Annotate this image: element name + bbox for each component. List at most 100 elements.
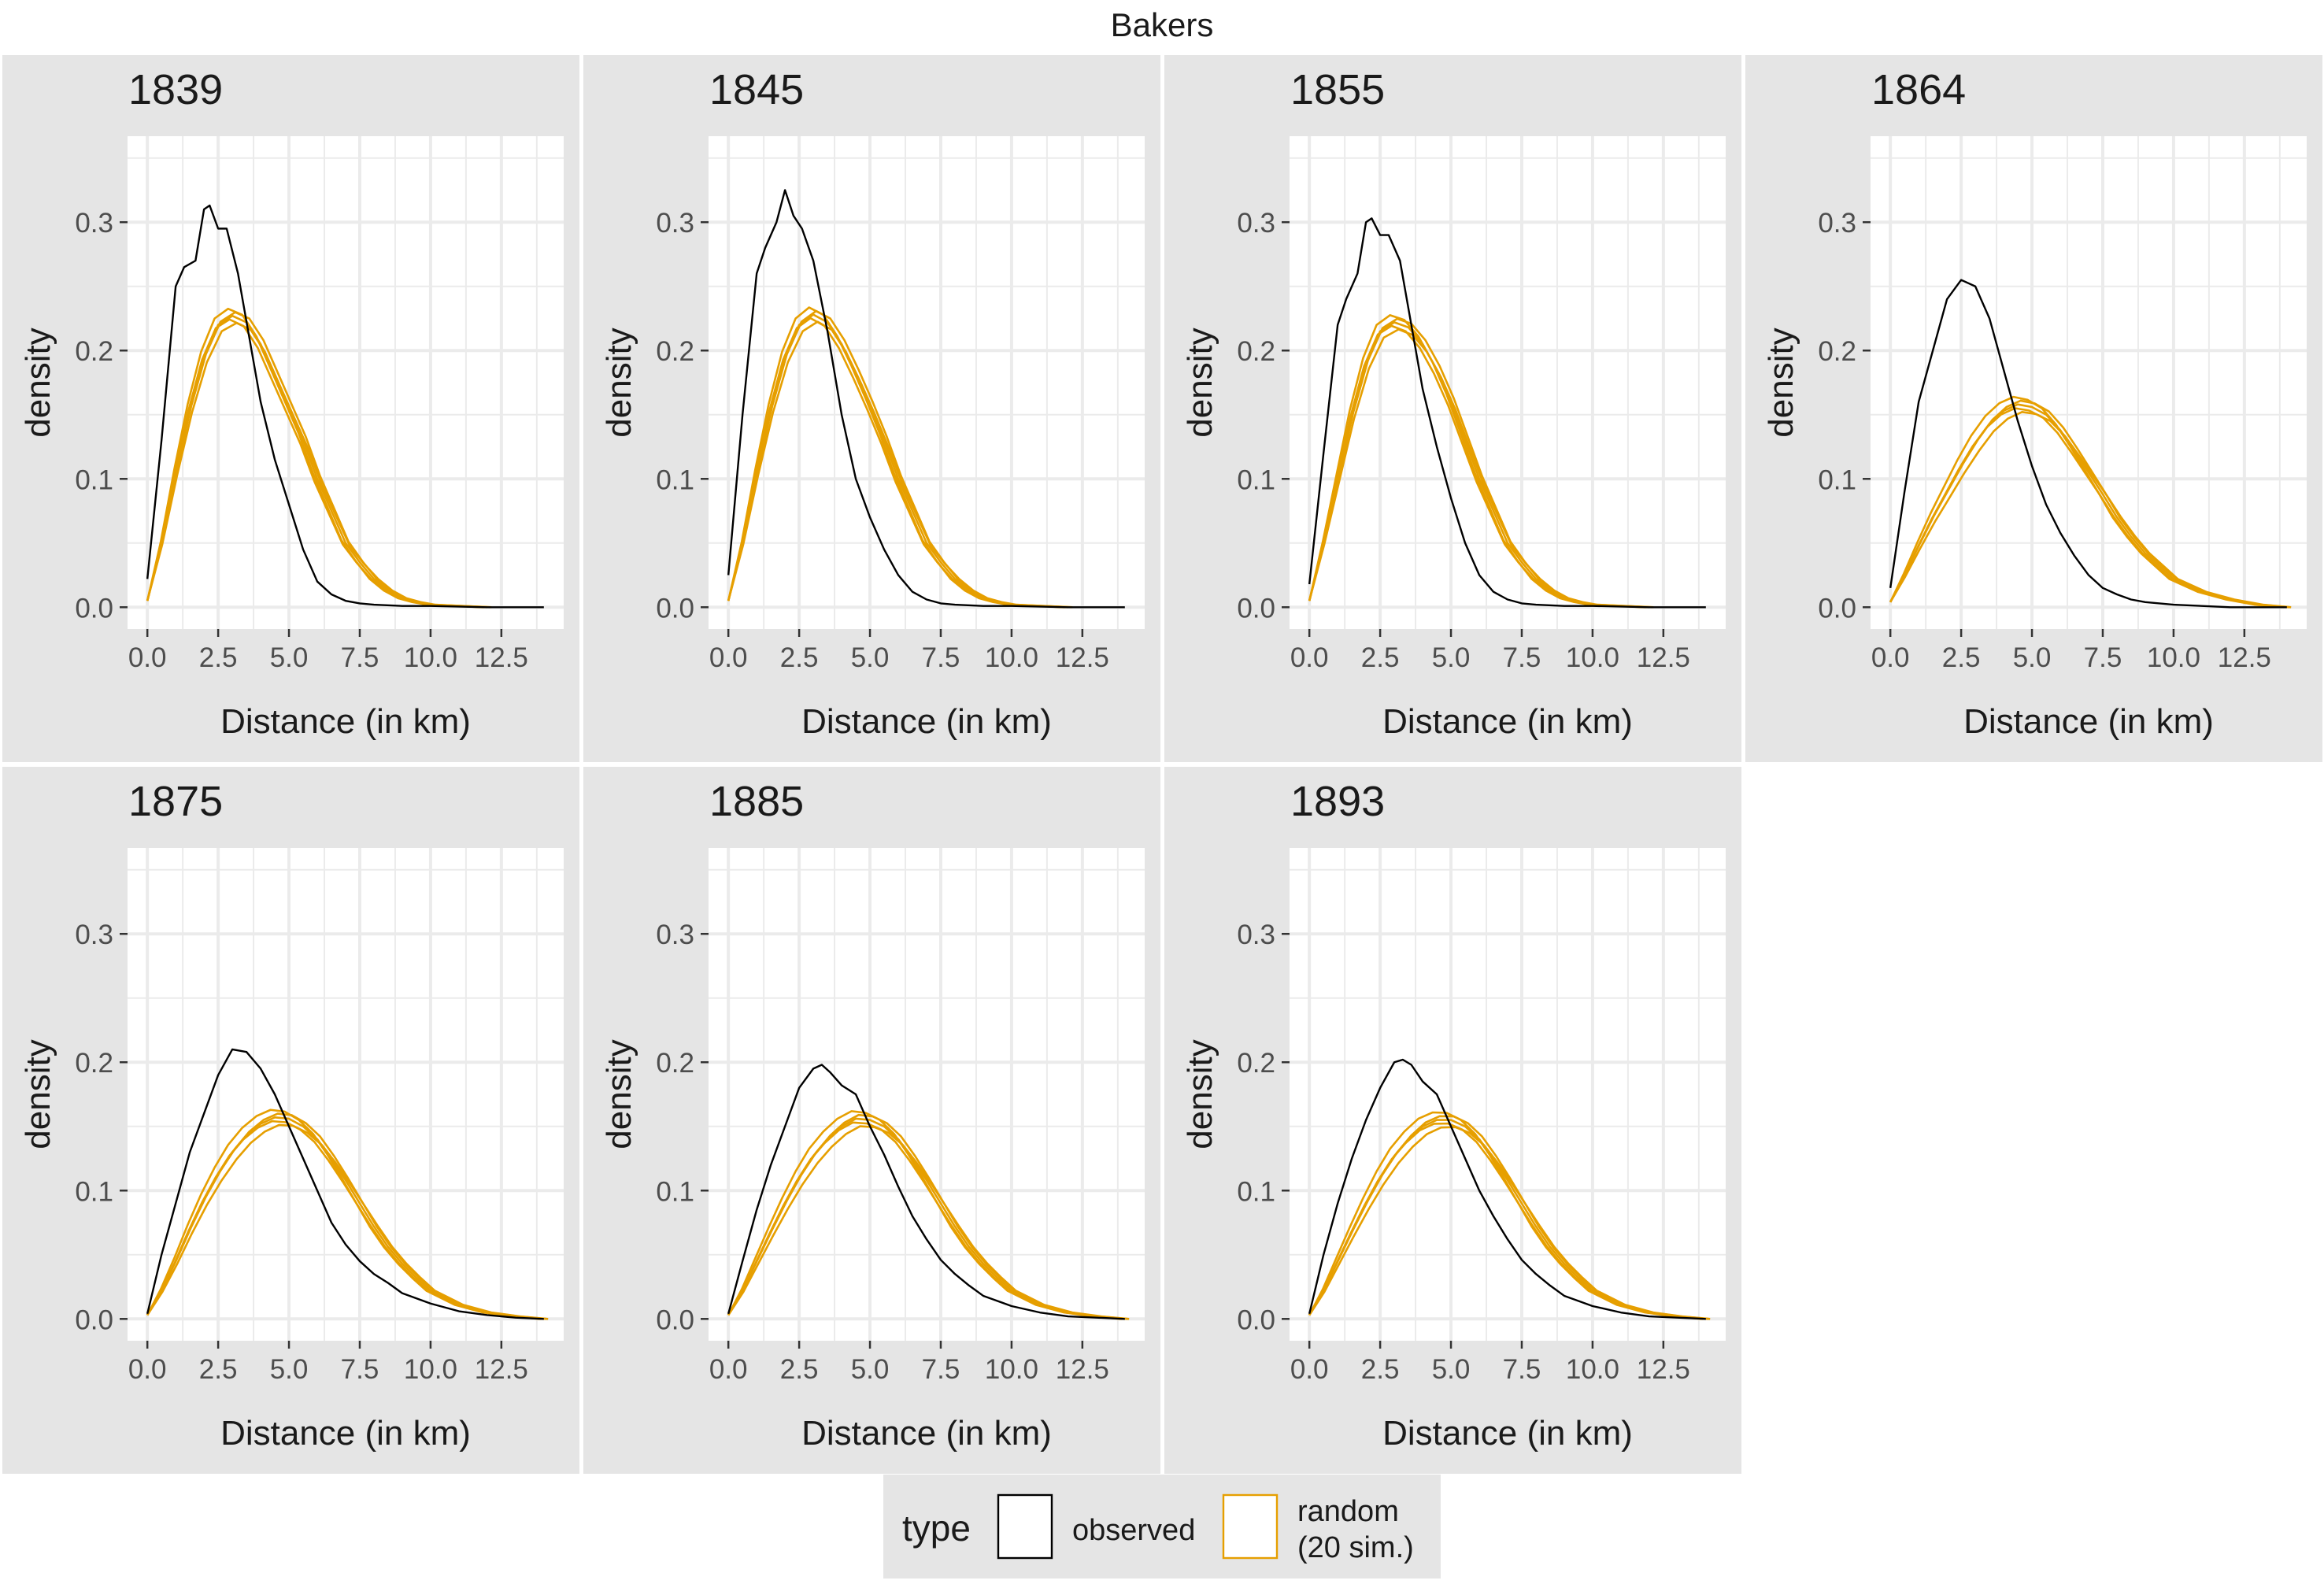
- y-axis-title: density: [600, 328, 638, 437]
- y-tick-label: 0.3: [75, 920, 113, 950]
- x-tick-label: 10.0: [1566, 1354, 1619, 1385]
- y-tick-label: 0.0: [1237, 1305, 1275, 1335]
- legend-title: type: [902, 1508, 971, 1549]
- x-tick-label: 2.5: [1361, 1354, 1400, 1385]
- y-axis-title: density: [600, 1039, 638, 1149]
- x-tick-label: 10.0: [404, 642, 457, 673]
- legend-key-observed: [997, 1493, 1053, 1560]
- y-tick-label: 0.3: [1237, 920, 1275, 950]
- x-tick-label: 2.5: [1361, 642, 1400, 673]
- legend-background: [883, 1475, 1441, 1578]
- x-tick-label: 12.5: [475, 1354, 528, 1385]
- y-tick-label: 0.0: [1237, 593, 1275, 624]
- x-tick-label: 0.0: [1290, 642, 1329, 673]
- random-density-line: [146, 311, 490, 609]
- panel-1839: 1839 0.0 0.1 0.2 0.3 0.0 2.5 5.0 7.5 10.0 12.5Dist…: [2, 55, 579, 762]
- y-tick-label: 0.0: [656, 593, 694, 624]
- x-tick-label: 7.5: [2084, 642, 2122, 673]
- x-axis-title: Distance (in km): [801, 702, 1052, 741]
- plot-area: [1290, 136, 1726, 629]
- x-tick-label: 5.0: [2013, 642, 2052, 673]
- random-density-line: [1308, 1115, 1709, 1320]
- legend-key-random: [1222, 1493, 1279, 1560]
- random-density-line: [727, 309, 1071, 609]
- y-tick-label: 0.2: [656, 336, 694, 367]
- panel-year-label: 1864: [1871, 66, 1966, 113]
- x-tick-label: 5.0: [851, 1354, 890, 1385]
- x-tick-label: 0.0: [1871, 642, 1910, 673]
- x-tick-label: 0.0: [128, 1354, 167, 1385]
- x-tick-label: 12.5: [2218, 642, 2271, 673]
- x-tick-label: 5.0: [1432, 642, 1471, 673]
- random-density-line: [1889, 395, 2283, 609]
- panel-year-label: 1893: [1290, 778, 1385, 825]
- x-tick-label: 7.5: [1503, 1354, 1541, 1385]
- panel-1885: 1885 0.0 0.1 0.2 0.3 0.0 2.5 5.0 7.5 10.0 12.5Dist…: [583, 767, 1160, 1474]
- x-axis-title: Distance (in km): [220, 1414, 471, 1453]
- panel-year-label: 1885: [709, 778, 804, 825]
- y-tick-label: 0.1: [656, 464, 694, 495]
- x-tick-label: 5.0: [1432, 1354, 1471, 1385]
- y-tick-label: 0.2: [1237, 336, 1275, 367]
- y-tick-label: 0.0: [1818, 593, 1856, 624]
- panel-1845: 1845 0.0 0.1 0.2 0.3 0.0 2.5 5.0 7.5 10.0 12.5Dist…: [583, 55, 1160, 762]
- y-tick-label: 0.3: [1818, 208, 1856, 239]
- y-tick-label: 0.2: [1237, 1048, 1275, 1079]
- x-tick-label: 10.0: [1566, 642, 1619, 673]
- plot-area: [1871, 136, 2307, 629]
- random-density-line: [727, 1110, 1121, 1320]
- random-density-line: [1889, 399, 2290, 609]
- x-tick-label: 12.5: [1637, 642, 1690, 673]
- observed-density-line: [1889, 279, 2287, 609]
- observed-density-line: [727, 1064, 1125, 1320]
- plot-area: [128, 848, 564, 1341]
- x-tick-label: 0.0: [709, 642, 748, 673]
- y-tick-label: 0.2: [1818, 336, 1856, 367]
- y-tick-label: 0.3: [75, 208, 113, 239]
- panel-year-label: 1845: [709, 66, 804, 113]
- plot-area: [1290, 848, 1726, 1341]
- panel-year-label: 1855: [1290, 66, 1385, 113]
- y-tick-label: 0.0: [75, 593, 113, 624]
- x-tick-label: 5.0: [270, 642, 309, 673]
- x-tick-label: 10.0: [985, 1354, 1038, 1385]
- x-tick-label: 5.0: [851, 642, 890, 673]
- x-tick-label: 10.0: [2147, 642, 2200, 673]
- y-axis-title: density: [1762, 328, 1800, 437]
- panel-1875: 1875 0.0 0.1 0.2 0.3 0.0 2.5 5.0 7.5 10.0 12.5Dist…: [2, 767, 579, 1474]
- panel-1855: 1855 0.0 0.1 0.2 0.3 0.0 2.5 5.0 7.5 10.0 12.5Dist…: [1164, 55, 1741, 762]
- chart-title: Bakers: [1111, 6, 1214, 43]
- random-density-line: [1308, 1111, 1702, 1320]
- x-tick-label: 7.5: [922, 1354, 960, 1385]
- x-tick-label: 12.5: [1056, 642, 1109, 673]
- observed-density-line: [146, 1048, 544, 1320]
- observed-density-line: [1308, 1058, 1706, 1320]
- x-tick-label: 7.5: [341, 642, 379, 673]
- x-tick-label: 12.5: [1056, 1354, 1109, 1385]
- y-tick-label: 0.1: [1237, 1176, 1275, 1207]
- y-axis-title: density: [19, 1039, 57, 1149]
- y-tick-label: 0.0: [75, 1305, 113, 1335]
- x-axis-title: Distance (in km): [801, 1414, 1052, 1453]
- x-tick-label: 7.5: [341, 1354, 379, 1385]
- x-tick-label: 0.0: [1290, 1354, 1329, 1385]
- panel-1864: 1864 0.0 0.1 0.2 0.3 0.0 2.5 5.0 7.5 10.0 12.5Dist…: [1745, 55, 2322, 762]
- y-tick-label: 0.1: [75, 464, 113, 495]
- x-tick-label: 10.0: [985, 642, 1038, 673]
- x-tick-label: 2.5: [199, 1354, 238, 1385]
- random-density-line: [727, 1113, 1128, 1320]
- panel-1893: 1893 0.0 0.1 0.2 0.3 0.0 2.5 5.0 7.5 10.0 12.5Dist…: [1164, 767, 1741, 1474]
- y-tick-label: 0.0: [656, 1305, 694, 1335]
- x-axis-title: Distance (in km): [1963, 702, 2214, 741]
- panel-year-label: 1839: [128, 66, 223, 113]
- y-tick-label: 0.3: [656, 920, 694, 950]
- x-tick-label: 5.0: [270, 1354, 309, 1385]
- y-tick-label: 0.2: [75, 336, 113, 367]
- random-density-line: [146, 307, 483, 609]
- x-tick-label: 0.0: [128, 642, 167, 673]
- y-tick-label: 0.2: [656, 1048, 694, 1079]
- x-tick-label: 12.5: [475, 642, 528, 673]
- y-tick-label: 0.2: [75, 1048, 113, 1079]
